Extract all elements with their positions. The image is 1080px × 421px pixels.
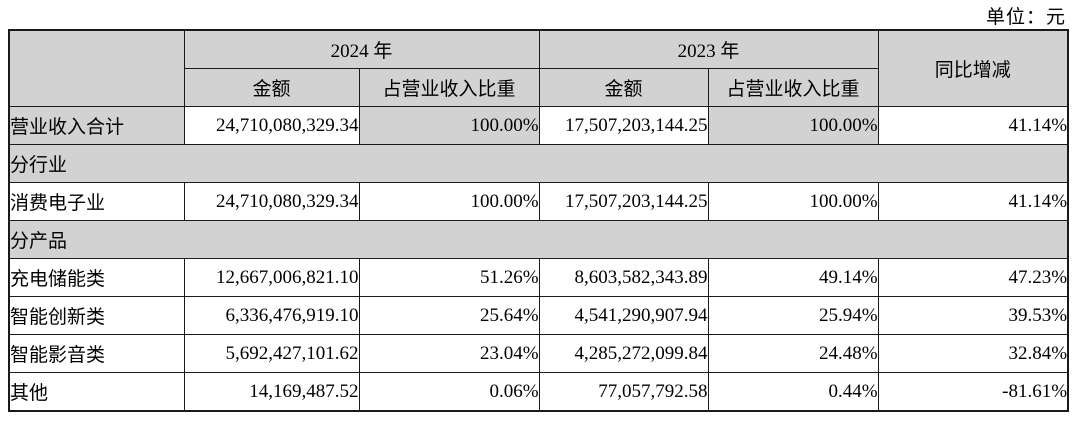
ratio-2024: 25.64% — [358, 296, 540, 335]
unit-label: 单位：元 — [985, 7, 1066, 28]
amount-2024: 24,710,080,329.34 — [183, 182, 360, 221]
header-ratio-2024: 占营业收入比重 — [358, 68, 540, 107]
row-label: 其他 — [8, 372, 185, 412]
ratio-2023: 100.00% — [707, 106, 879, 145]
yoy-change: 41.14% — [877, 182, 1069, 221]
header-row-years: 2024 年 2023 年 同比增减 — [8, 29, 1069, 107]
amount-2024: 12,667,006,821.10 — [183, 258, 360, 297]
ratio-2024: 0.06% — [358, 372, 540, 412]
amount-2023: 77,057,792.58 — [538, 372, 709, 412]
row-label: 充电储能类 — [8, 258, 185, 297]
table-row-charging-energy-storage: 充电储能类 12,667,006,821.10 51.26% 8,603,582… — [8, 258, 1069, 297]
row-label: 智能创新类 — [8, 296, 185, 335]
header-2024: 2024 年 — [183, 29, 540, 69]
table-row-smart-audio-video: 智能影音类 5,692,427,101.62 23.04% 4,285,272,… — [8, 334, 1069, 373]
table-row-other: 其他 14,169,487.52 0.06% 77,057,792.58 0.4… — [8, 372, 1069, 412]
row-label: 消费电子业 — [8, 182, 185, 221]
row-label: 营业收入合计 — [8, 106, 185, 145]
header-ratio-2023: 占营业收入比重 — [707, 68, 879, 107]
header-amount-2023: 金额 — [538, 68, 709, 107]
ratio-2024: 51.26% — [358, 258, 540, 297]
amount-2023: 17,507,203,144.25 — [538, 106, 709, 145]
ratio-2023: 100.00% — [707, 182, 879, 221]
row-label: 智能影音类 — [8, 334, 185, 373]
ratio-2023: 0.44% — [707, 372, 879, 412]
table-row-total-revenue: 营业收入合计 24,710,080,329.34 100.00% 17,507,… — [8, 106, 1069, 145]
section-label: 分行业 — [8, 144, 1069, 183]
yoy-change: 47.23% — [877, 258, 1069, 297]
amount-2024: 14,169,487.52 — [183, 372, 360, 412]
amount-2023: 4,285,272,099.84 — [538, 334, 709, 373]
amount-2024: 24,710,080,329.34 — [183, 106, 360, 145]
section-label: 分产品 — [8, 220, 1069, 259]
ratio-2024: 100.00% — [358, 182, 540, 221]
table-row-smart-innovation: 智能创新类 6,336,476,919.10 25.64% 4,541,290,… — [8, 296, 1069, 335]
header-row-subcolumns: 金额 占营业收入比重 金额 占营业收入比重 — [9, 68, 1068, 107]
corner-blank-cell — [8, 29, 185, 107]
yoy-change: 32.84% — [877, 334, 1069, 373]
ratio-2023: 49.14% — [707, 258, 879, 297]
ratio-2024: 23.04% — [358, 334, 540, 373]
header-2023: 2023 年 — [538, 29, 879, 69]
amount-2024: 6,336,476,919.10 — [183, 296, 360, 335]
ratio-2023: 24.48% — [707, 334, 879, 373]
yoy-change: 41.14% — [877, 106, 1069, 145]
amount-2023: 4,541,290,907.94 — [538, 296, 709, 335]
section-row-by-industry: 分行业 — [8, 144, 1069, 183]
amount-2023: 8,603,582,343.89 — [538, 258, 709, 297]
ratio-2023: 25.94% — [707, 296, 879, 335]
header-amount-2024: 金额 — [183, 68, 360, 107]
table-row-consumer-electronics: 消费电子业 24,710,080,329.34 100.00% 17,507,2… — [8, 182, 1069, 221]
header-yoy: 同比增减 — [877, 29, 1069, 107]
yoy-change: 39.53% — [877, 296, 1069, 335]
section-row-by-product: 分产品 — [8, 220, 1069, 259]
revenue-breakdown-table: 2024 年 2023 年 同比增减 金额 占营业收入比重 金额 占营业收入比重… — [8, 29, 1070, 412]
amount-2023: 17,507,203,144.25 — [538, 182, 709, 221]
yoy-change: -81.61% — [877, 372, 1069, 412]
amount-2024: 5,692,427,101.62 — [183, 334, 360, 373]
ratio-2024: 100.00% — [358, 106, 540, 145]
